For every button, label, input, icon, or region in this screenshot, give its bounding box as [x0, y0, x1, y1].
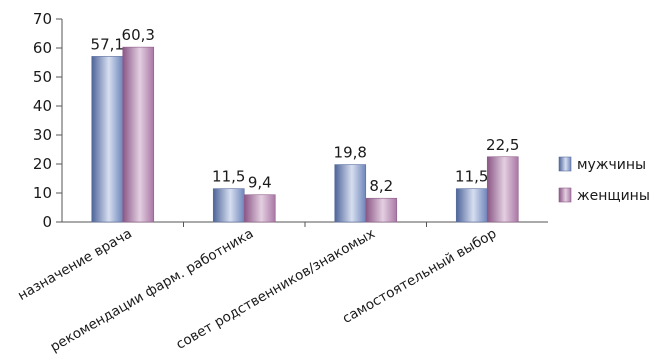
axis-layer: 0 10 20 30 40 50 60 70 — [33, 10, 548, 231]
y-tick-label: 0 — [42, 213, 52, 231]
data-label: 9,4 — [248, 174, 272, 192]
y-tick-label: 40 — [33, 97, 52, 115]
y-tick-label: 20 — [33, 155, 52, 173]
category-label: рекомендации фарм. работника — [48, 226, 257, 354]
data-label: 57,1 — [91, 35, 124, 53]
bar-women-1 — [243, 194, 276, 223]
y-tick-label: 10 — [33, 184, 52, 202]
data-label: 11,5 — [455, 168, 488, 186]
y-tick-label: 70 — [33, 10, 52, 28]
category-label: совет родственников/знакомых — [173, 226, 377, 353]
bar-men-2 — [334, 164, 367, 223]
bar-women-3 — [486, 156, 519, 223]
bar-men-0 — [91, 56, 124, 223]
data-label: 19,8 — [334, 144, 367, 162]
category-label: назначение врача — [15, 226, 135, 304]
data-label: 60,3 — [122, 26, 155, 44]
legend: мужчины женщины — [558, 156, 650, 204]
bar-men-1 — [212, 188, 245, 223]
legend-label: женщины — [577, 188, 650, 204]
bar-women-0 — [122, 46, 155, 223]
data-label: 8,2 — [369, 177, 393, 195]
legend-swatch — [558, 187, 572, 203]
bar-men-3 — [455, 188, 488, 223]
y-tick-label: 60 — [33, 39, 52, 57]
y-tick-label: 30 — [33, 126, 52, 144]
bar-women-2 — [365, 197, 398, 223]
data-label: 11,5 — [212, 168, 245, 186]
legend-swatch — [558, 156, 572, 172]
y-tick-label: 50 — [33, 68, 52, 86]
legend-label: мужчины — [577, 157, 646, 173]
bars-layer — [91, 46, 519, 223]
data-label: 22,5 — [486, 136, 519, 154]
